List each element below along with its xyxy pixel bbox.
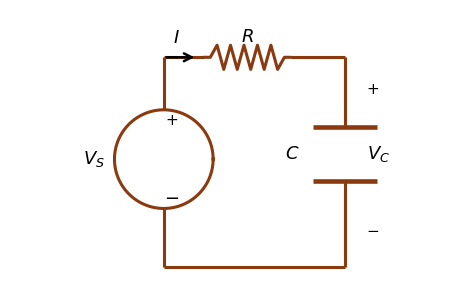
Text: $V_C$: $V_C$ bbox=[367, 144, 390, 164]
Text: $+$: $+$ bbox=[165, 113, 178, 128]
Text: $-$: $-$ bbox=[164, 188, 179, 206]
Text: $+$: $+$ bbox=[366, 82, 379, 96]
Text: $R$: $R$ bbox=[241, 28, 254, 46]
Text: $-$: $-$ bbox=[365, 222, 379, 237]
Text: $I$: $I$ bbox=[173, 29, 180, 47]
Text: $V_S$: $V_S$ bbox=[83, 149, 105, 169]
Text: $C$: $C$ bbox=[285, 145, 300, 163]
